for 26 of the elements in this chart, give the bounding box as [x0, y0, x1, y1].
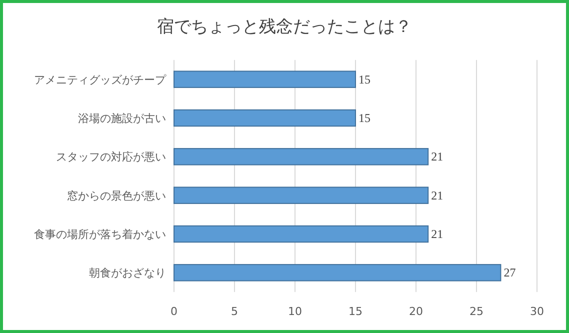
y-tick-label: 朝食がおざなり — [89, 266, 166, 280]
y-tick-label: 窓からの景色が悪い — [67, 189, 166, 202]
bar — [174, 264, 502, 282]
x-tick-label: 25 — [470, 305, 484, 318]
y-tick-label: スタッフの対応が悪い — [56, 150, 166, 164]
x-tick-label: 0 — [170, 305, 178, 318]
x-tick-label: 10 — [288, 305, 302, 318]
chart-title: 宿でちょっと残念だったことは？ — [157, 17, 412, 37]
bar — [174, 70, 356, 88]
x-tick-label: 20 — [409, 305, 423, 318]
data-label: 21 — [431, 150, 444, 164]
x-tick-label: 15 — [348, 305, 362, 318]
data-label: 15 — [358, 111, 370, 125]
x-tick-label: 5 — [231, 305, 238, 318]
y-tick-label: アメニティグッズがチープ — [34, 73, 167, 86]
data-label: 15 — [358, 72, 370, 86]
data-label: 21 — [431, 188, 444, 202]
bar — [174, 225, 429, 243]
data-label: 27 — [504, 266, 516, 280]
bar — [174, 186, 429, 204]
y-tick-label: 浴場の施設が古い — [78, 112, 166, 125]
y-tick-label: 食事の場所が落ち着かない — [34, 228, 166, 241]
data-label: 21 — [431, 227, 444, 241]
bar — [174, 148, 429, 166]
bar — [174, 109, 356, 127]
x-tick-label: 30 — [530, 305, 544, 318]
